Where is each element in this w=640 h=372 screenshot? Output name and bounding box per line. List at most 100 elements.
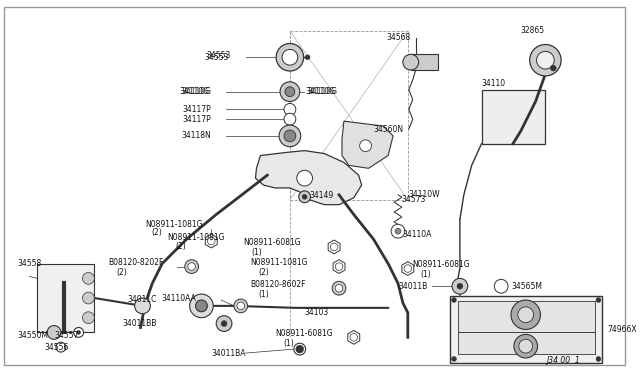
Circle shape [596, 356, 601, 362]
Circle shape [216, 316, 232, 331]
Text: 34110W: 34110W [408, 190, 440, 199]
Text: 34573: 34573 [401, 195, 426, 204]
Polygon shape [402, 262, 414, 275]
Text: 34553: 34553 [205, 53, 229, 62]
Circle shape [457, 283, 463, 289]
Circle shape [452, 278, 468, 294]
Text: 34565M: 34565M [511, 282, 542, 291]
Text: 34011C: 34011C [128, 295, 157, 305]
Polygon shape [205, 234, 217, 248]
Text: 34110G: 34110G [306, 87, 335, 96]
Text: (2): (2) [116, 268, 127, 277]
Text: N08911-1081G: N08911-1081G [251, 258, 308, 267]
Text: 32865: 32865 [521, 26, 545, 35]
Bar [450, 296, 602, 363]
Text: N08911-1081G: N08911-1081G [167, 232, 225, 241]
Text: B08120-8602F: B08120-8602F [251, 280, 306, 289]
Text: N08911-6081G: N08911-6081G [275, 329, 333, 338]
Polygon shape [333, 260, 345, 273]
Circle shape [56, 342, 66, 352]
Text: J34 00  1: J34 00 1 [546, 356, 580, 365]
Text: 34103: 34103 [305, 308, 329, 317]
Circle shape [404, 265, 412, 272]
Circle shape [74, 327, 84, 337]
Circle shape [285, 87, 295, 97]
Text: N08911-6081G: N08911-6081G [244, 238, 301, 247]
Circle shape [83, 292, 94, 304]
Bar [458, 301, 595, 333]
Circle shape [296, 345, 303, 353]
Text: (1): (1) [283, 339, 294, 348]
Circle shape [299, 191, 310, 203]
Circle shape [297, 170, 312, 186]
Polygon shape [255, 151, 362, 205]
Text: (2): (2) [151, 228, 162, 237]
Circle shape [494, 279, 508, 293]
Text: 34110: 34110 [481, 79, 506, 88]
Circle shape [514, 334, 538, 358]
Circle shape [284, 103, 296, 115]
Text: 34568: 34568 [386, 33, 410, 42]
Text: 74966X: 74966X [607, 325, 637, 334]
Circle shape [284, 113, 296, 125]
Circle shape [276, 44, 303, 71]
Text: 34560N: 34560N [373, 125, 404, 134]
Circle shape [518, 307, 534, 323]
Circle shape [279, 125, 301, 147]
Text: 34149: 34149 [310, 191, 334, 201]
Text: 34011BA: 34011BA [211, 349, 246, 357]
Circle shape [596, 298, 601, 302]
Bar [411, 54, 438, 70]
Text: (2): (2) [259, 268, 269, 277]
Text: 34558: 34558 [18, 259, 42, 268]
Circle shape [196, 300, 207, 312]
Text: 34118N: 34118N [182, 131, 211, 140]
Circle shape [305, 55, 310, 60]
Text: 34557: 34557 [54, 331, 79, 340]
Text: N08911-6081G: N08911-6081G [413, 260, 470, 269]
Circle shape [83, 312, 94, 324]
Circle shape [395, 228, 401, 234]
Circle shape [519, 339, 532, 353]
Text: (1): (1) [259, 289, 269, 299]
Text: 34110G: 34110G [181, 87, 211, 96]
Text: (1): (1) [420, 270, 431, 279]
Text: (1): (1) [252, 248, 262, 257]
Circle shape [237, 302, 244, 310]
Circle shape [207, 237, 215, 245]
Text: 34110A: 34110A [403, 230, 432, 239]
Circle shape [188, 263, 195, 270]
Circle shape [391, 224, 405, 238]
Circle shape [335, 285, 343, 292]
Bar [458, 333, 595, 354]
Circle shape [403, 54, 419, 70]
Text: B08120-8202F: B08120-8202F [108, 258, 163, 267]
Circle shape [185, 260, 198, 273]
Circle shape [536, 51, 554, 69]
Text: 34556: 34556 [44, 343, 68, 352]
Text: 34110G: 34110G [308, 87, 337, 96]
Text: 34553: 34553 [207, 51, 231, 60]
Circle shape [350, 334, 358, 341]
Circle shape [332, 281, 346, 295]
Circle shape [452, 356, 456, 362]
Circle shape [221, 321, 227, 327]
Circle shape [335, 263, 343, 270]
Circle shape [284, 130, 296, 142]
Text: 34011BB: 34011BB [123, 319, 157, 328]
Bar [481, 90, 545, 144]
Text: 34117P: 34117P [182, 105, 211, 114]
Circle shape [234, 299, 248, 313]
Circle shape [302, 194, 307, 199]
Circle shape [134, 298, 150, 314]
Text: N08911-1081G: N08911-1081G [145, 220, 203, 229]
Circle shape [452, 298, 456, 302]
Text: 34117P: 34117P [182, 115, 211, 124]
Polygon shape [342, 121, 393, 168]
Circle shape [330, 243, 338, 251]
Bar [37, 264, 94, 333]
Circle shape [550, 65, 556, 71]
Circle shape [530, 45, 561, 76]
Polygon shape [328, 240, 340, 254]
Circle shape [280, 82, 300, 102]
